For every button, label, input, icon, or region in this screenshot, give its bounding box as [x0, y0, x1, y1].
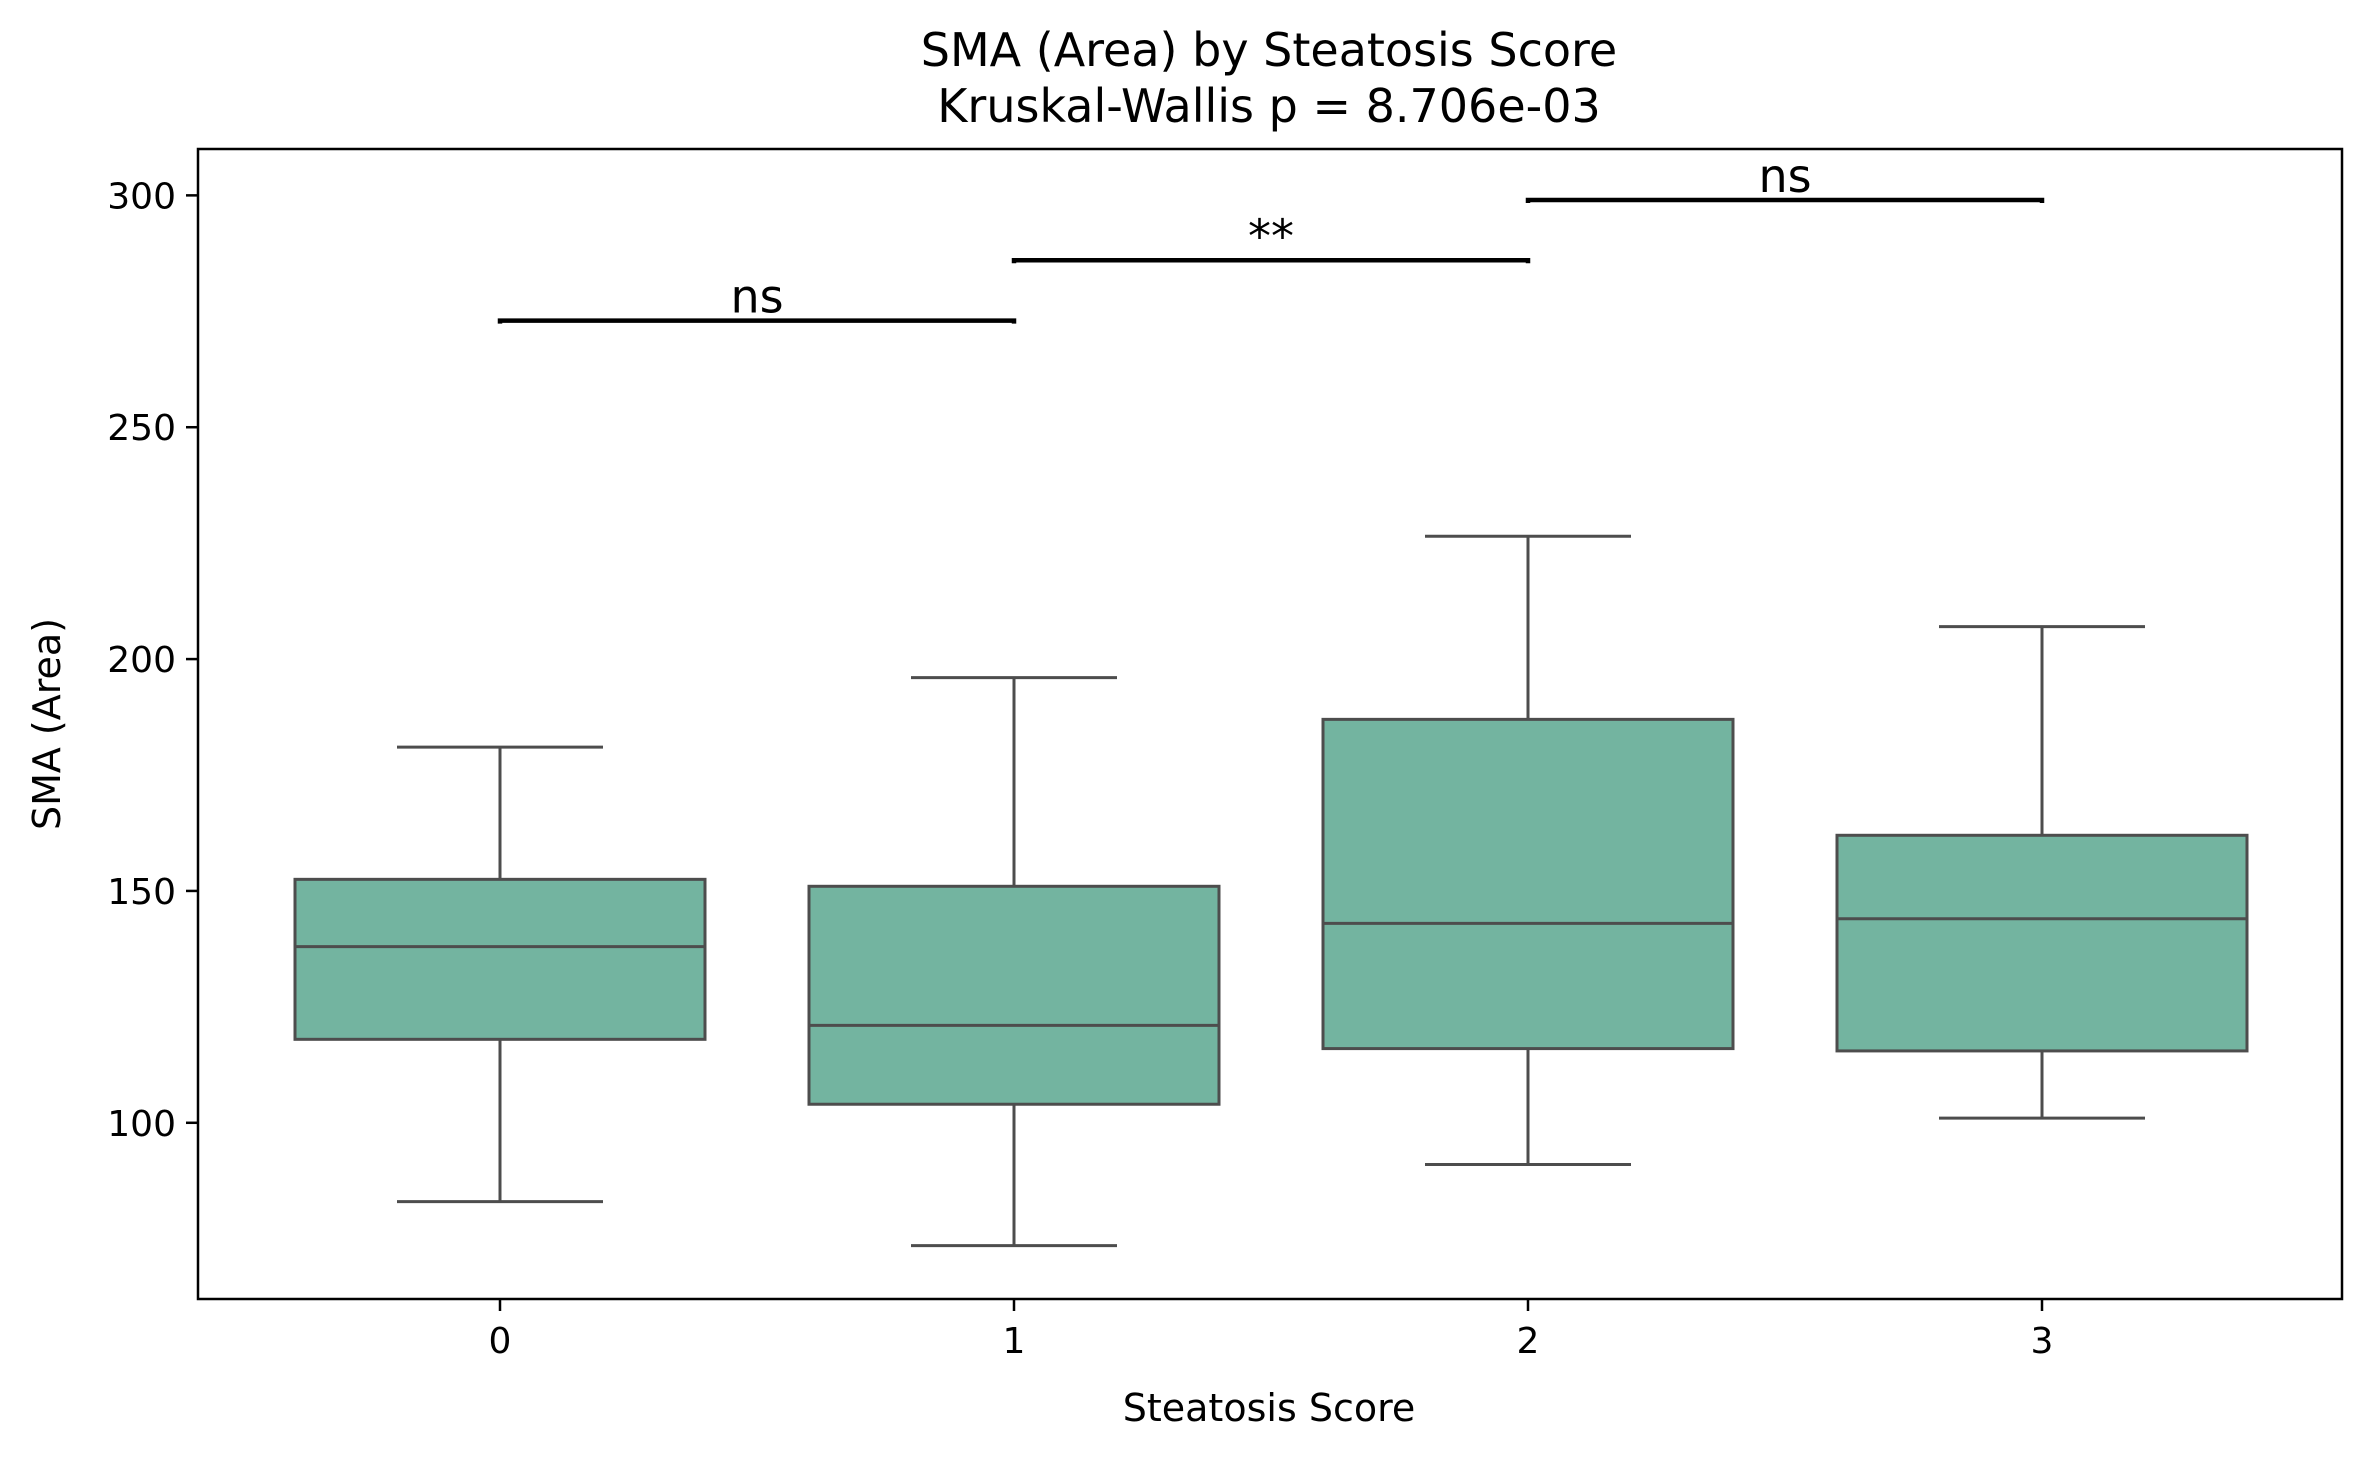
chart-subtitle: Kruskal-Wallis p = 8.706e-03 [937, 79, 1601, 133]
y-tick-label: 200 [107, 640, 176, 681]
significance-bracket [1011, 258, 1531, 264]
significance-bracket [1525, 197, 2045, 204]
box-iqr-0 [293, 877, 707, 1041]
plot-frame [196, 147, 2344, 1301]
significance-label: ns [1758, 149, 1811, 203]
x-axis-label: Steatosis Score [1123, 1386, 1416, 1430]
box-iqr-1 [807, 884, 1221, 1106]
box-iqr-2 [1321, 717, 1735, 1051]
box-iqr-3 [1835, 833, 2249, 1053]
x-tick-label: 3 [2031, 1321, 2054, 1362]
y-tick-label: 150 [107, 872, 176, 913]
y-axis-label: SMA (Area) [25, 618, 69, 830]
x-tick-label: 2 [1517, 1321, 1540, 1362]
significance-bracket [497, 318, 1017, 324]
chart-title: SMA (Area) by Steatosis Score [921, 23, 1617, 77]
y-tick-label: 100 [107, 1104, 176, 1145]
plot-area: 100 150 200 250 300 0 1 2 3 ns ** ns [107, 149, 2249, 1362]
significance-label: ns [730, 270, 783, 324]
x-tick-label: 1 [1003, 1321, 1026, 1362]
y-tick-label: 300 [107, 176, 176, 217]
significance-label: ** [1248, 209, 1294, 263]
x-tick-label: 0 [489, 1321, 512, 1362]
y-tick-label: 250 [107, 408, 176, 449]
